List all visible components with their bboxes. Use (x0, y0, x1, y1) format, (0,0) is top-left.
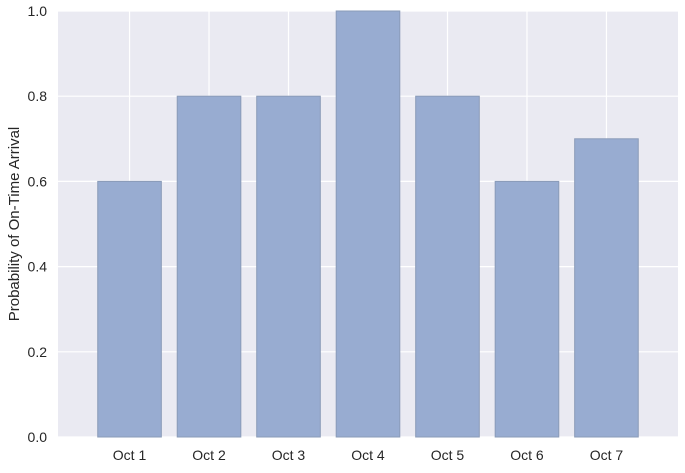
y-tick-label: 1.0 (28, 3, 48, 19)
y-tick-label: 0.2 (28, 344, 48, 360)
x-tick-labels: Oct 1 Oct 2 Oct 3 Oct 4 Oct 5 Oct 6 Oct 7 (113, 447, 624, 463)
y-tick-label: 0.8 (28, 88, 48, 104)
y-axis-label: Probability of On-Time Arrival (6, 127, 23, 322)
bars (97, 10, 639, 438)
y-tick-label: 0.0 (28, 429, 48, 445)
bar-oct-4 (335, 10, 401, 438)
bar-oct-6 (494, 180, 560, 438)
bar-oct-5 (415, 95, 480, 438)
bar-oct-1 (97, 180, 162, 438)
bar-oct-2 (176, 95, 242, 438)
x-tick-label: Oct 6 (510, 447, 544, 463)
x-tick-label: Oct 2 (192, 447, 226, 463)
x-tick-label: Oct 3 (272, 447, 306, 463)
bar-oct-3 (256, 95, 321, 438)
bar-oct-7 (574, 138, 639, 438)
y-tick-label: 0.6 (28, 173, 48, 189)
x-tick-label: Oct 7 (590, 447, 624, 463)
x-tick-label: Oct 1 (113, 447, 147, 463)
x-tick-label: Oct 4 (351, 447, 385, 463)
x-tick-label: Oct 5 (431, 447, 465, 463)
y-tick-label: 0.4 (28, 259, 48, 275)
y-tick-labels: 0.0 0.2 0.4 0.6 0.8 1.0 (28, 3, 48, 445)
